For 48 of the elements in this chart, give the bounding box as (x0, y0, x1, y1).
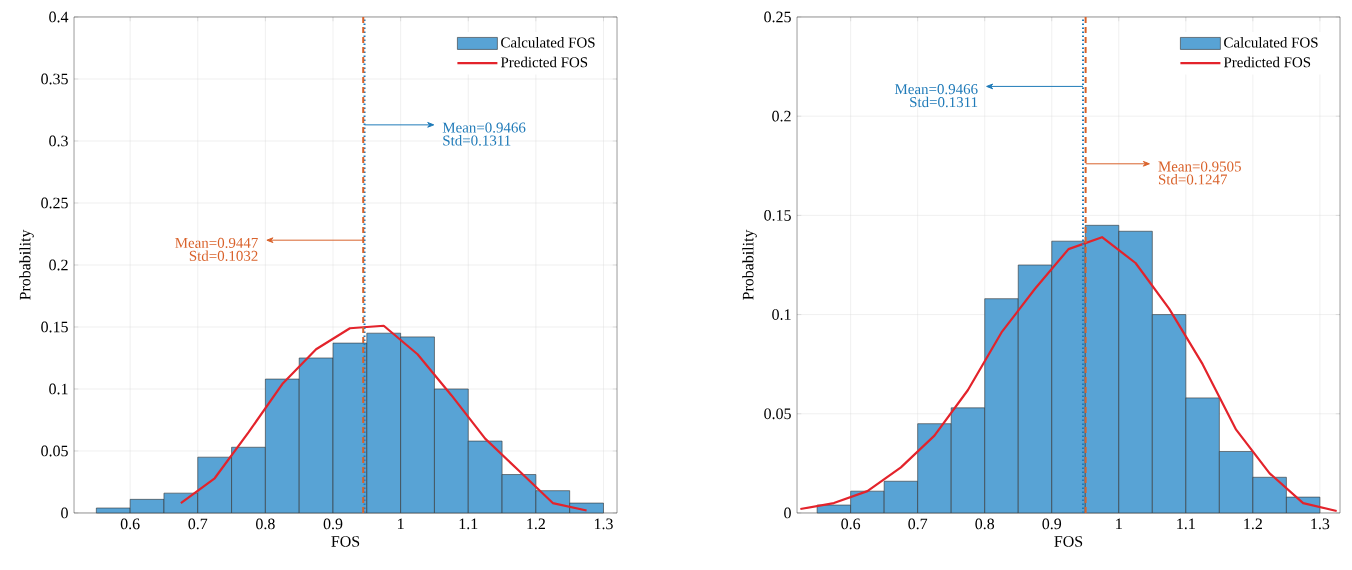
ref-line-label: Mean=0.9466 (442, 122, 526, 133)
y-tick-label: 0.25 (764, 11, 791, 23)
x-tick-label: 0.6 (841, 518, 861, 530)
x-tick-label: 0.9 (1042, 518, 1062, 530)
x-tick-label: 1.3 (1311, 518, 1330, 530)
x-tick-label: 0.9 (323, 518, 343, 530)
y-tick-label: 0.2 (49, 259, 68, 271)
y-tick-label: 0.05 (41, 445, 68, 457)
x-axis-title: FOS (331, 536, 360, 547)
y-axis-title: Probability (742, 229, 757, 300)
ref-line-label: Mean=0.9466 (894, 84, 978, 95)
y-tick-label: 0.1 (49, 383, 68, 395)
x-tick-label: 1.2 (527, 518, 545, 530)
legend-label: Predicted FOS (1223, 56, 1311, 68)
x-tick-label: 0.7 (908, 518, 928, 530)
x-tick-label: 1.2 (1244, 518, 1262, 530)
y-tick-label: 0.1 (772, 309, 791, 320)
annotation: Std=0.1311 (443, 135, 511, 146)
y-tick-label: 0.3 (49, 135, 68, 147)
ref-line-label: Mean=0.9505 (1158, 161, 1241, 172)
x-tick-label: 0.8 (975, 518, 995, 530)
y-tick-label: 0.2 (772, 110, 791, 122)
ref-line-label: Mean=0.9447 (175, 237, 258, 248)
x-tick-label: 1.1 (1177, 518, 1195, 530)
legend-label: Predicted FOS (500, 56, 588, 68)
y-tick-label: 0.15 (764, 209, 791, 221)
x-tick-label: 1 (398, 518, 404, 530)
x-axis-title: FOS (1054, 536, 1083, 547)
y-tick-label: 0.35 (41, 73, 68, 85)
x-tick-label: 1.3 (594, 518, 613, 530)
y-tick-label: 0.25 (41, 197, 68, 209)
x-tick-label: 0.6 (120, 518, 140, 530)
y-tick-label: 0.05 (764, 408, 791, 420)
legend-label: Calculated FOS (1224, 37, 1318, 48)
y-tick-label: 0.4 (49, 11, 69, 23)
x-tick-label: 0.7 (188, 518, 208, 530)
legend-label: Calculated FOS (501, 37, 595, 48)
line-series (799, 236, 1338, 513)
x-tick-label: 1 (1116, 518, 1122, 530)
annotation: Std=0.1311 (910, 96, 978, 108)
y-tick-label: 0 (784, 507, 791, 519)
y-tick-label: 0 (61, 507, 68, 519)
annotation: Std=0.1247 (1158, 174, 1227, 185)
y-tick-label: 0.15 (41, 321, 68, 333)
y-axis-title: Probability (19, 229, 34, 300)
x-tick-label: 1.1 (459, 518, 478, 530)
annotation: Std=0.1032 (189, 250, 258, 261)
x-tick-label: 0.8 (256, 518, 275, 530)
